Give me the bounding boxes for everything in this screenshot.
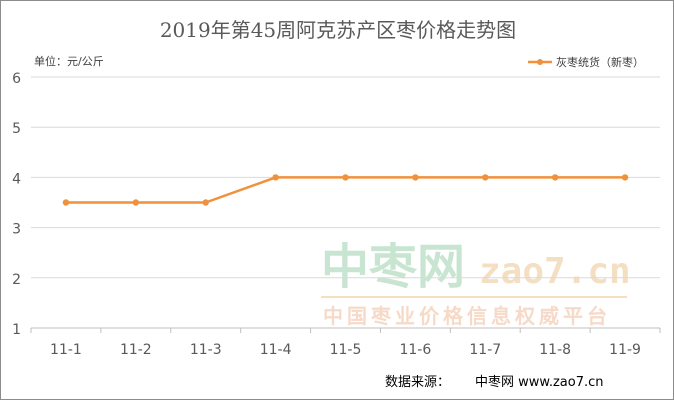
watermark-logo-cn: 中枣网 — [321, 239, 465, 295]
x-tick-label: 11-9 — [609, 342, 641, 358]
watermark-slogan: 中国枣业价格信息权威平台 — [323, 304, 611, 328]
data-point — [342, 174, 349, 181]
x-tick-label: 11-5 — [330, 342, 362, 358]
data-point — [482, 174, 489, 181]
data-point — [272, 174, 279, 181]
legend-label: 灰枣统货（新枣） — [556, 55, 644, 69]
data-point — [202, 199, 209, 206]
y-tick-label: 5 — [12, 121, 21, 137]
source-name: 中枣网 www.zao7.cn — [475, 375, 604, 390]
x-tick-label: 11-8 — [539, 342, 571, 358]
y-axis-ticks: 1 2 3 4 5 6 — [12, 71, 21, 338]
data-point — [621, 174, 629, 181]
legend: 灰枣统货（新枣） — [528, 55, 644, 69]
data-point — [132, 199, 140, 206]
unit-label: 单位：元/公斤 — [34, 54, 104, 68]
y-tick-label: 6 — [12, 71, 21, 87]
data-point — [62, 199, 70, 206]
watermark-logo-url: zao7.cn — [479, 251, 631, 292]
series-polyline — [65, 176, 626, 204]
x-tick-label: 11-4 — [260, 342, 292, 358]
chart-title: 2019年第45周阿克苏产区枣价格走势图 — [160, 18, 516, 42]
watermark: 中枣网 zao7.cn 中国枣业价格信息权威平台 — [321, 239, 631, 328]
y-tick-label: 3 — [12, 222, 21, 238]
data-point — [551, 174, 559, 181]
x-axis-ticks: 11-1 11-2 11-3 11-4 11-5 11-6 11-7 11-8 11-9 — [30, 328, 661, 358]
y-tick-label: 4 — [12, 171, 21, 187]
x-tick-label: 11-3 — [190, 342, 222, 358]
x-tick-label: 11-7 — [469, 342, 501, 358]
source-label: 数据来源： — [385, 375, 450, 390]
x-tick-label: 11-2 — [120, 342, 152, 358]
y-tick-label: 2 — [12, 272, 21, 288]
series-line — [62, 174, 629, 206]
y-tick-label: 1 — [12, 322, 21, 338]
data-point — [412, 174, 419, 181]
x-tick-label: 11-6 — [399, 342, 431, 358]
x-tick-label: 11-1 — [50, 342, 82, 358]
